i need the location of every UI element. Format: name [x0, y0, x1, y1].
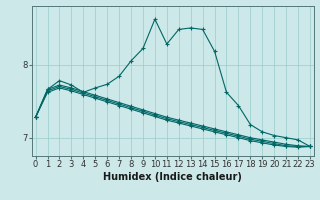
X-axis label: Humidex (Indice chaleur): Humidex (Indice chaleur) — [103, 172, 242, 182]
